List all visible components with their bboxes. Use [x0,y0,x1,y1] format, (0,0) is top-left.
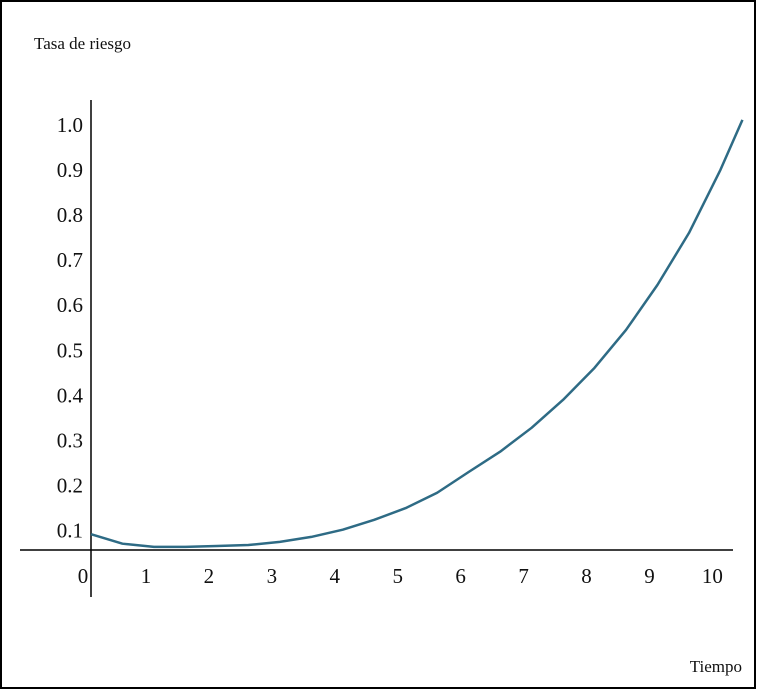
x-tick-label: 3 [267,564,278,588]
x-tick-label: 0 [78,564,89,588]
y-tick-label: 0.9 [57,158,83,182]
x-tick-label: 10 [702,564,723,588]
x-tick-label: 6 [455,564,466,588]
y-tick-label: 0.5 [57,338,83,362]
x-tick-label: 4 [330,564,341,588]
x-tick-label: 5 [392,564,403,588]
y-tick-label: 0.7 [57,248,83,272]
x-tick-label: 9 [644,564,655,588]
x-tick-label: 1 [141,564,152,588]
y-tick-label: 0.6 [57,293,83,317]
x-tick-label: 2 [204,564,215,588]
y-tick-label: 0.1 [57,519,83,543]
y-tick-label: 0.4 [57,383,84,407]
x-tick-label: 7 [518,564,529,588]
chart-title: Tasa de riesgo [34,34,131,53]
x-axis-label: Tiempo [690,657,742,676]
y-tick-label: 0.3 [57,428,83,452]
y-tick-label: 0.2 [57,474,83,498]
data-line [90,119,744,549]
y-tick-label: 0.8 [57,203,83,227]
y-tick-label: 1.0 [57,113,83,137]
x-tick-label: 8 [581,564,592,588]
